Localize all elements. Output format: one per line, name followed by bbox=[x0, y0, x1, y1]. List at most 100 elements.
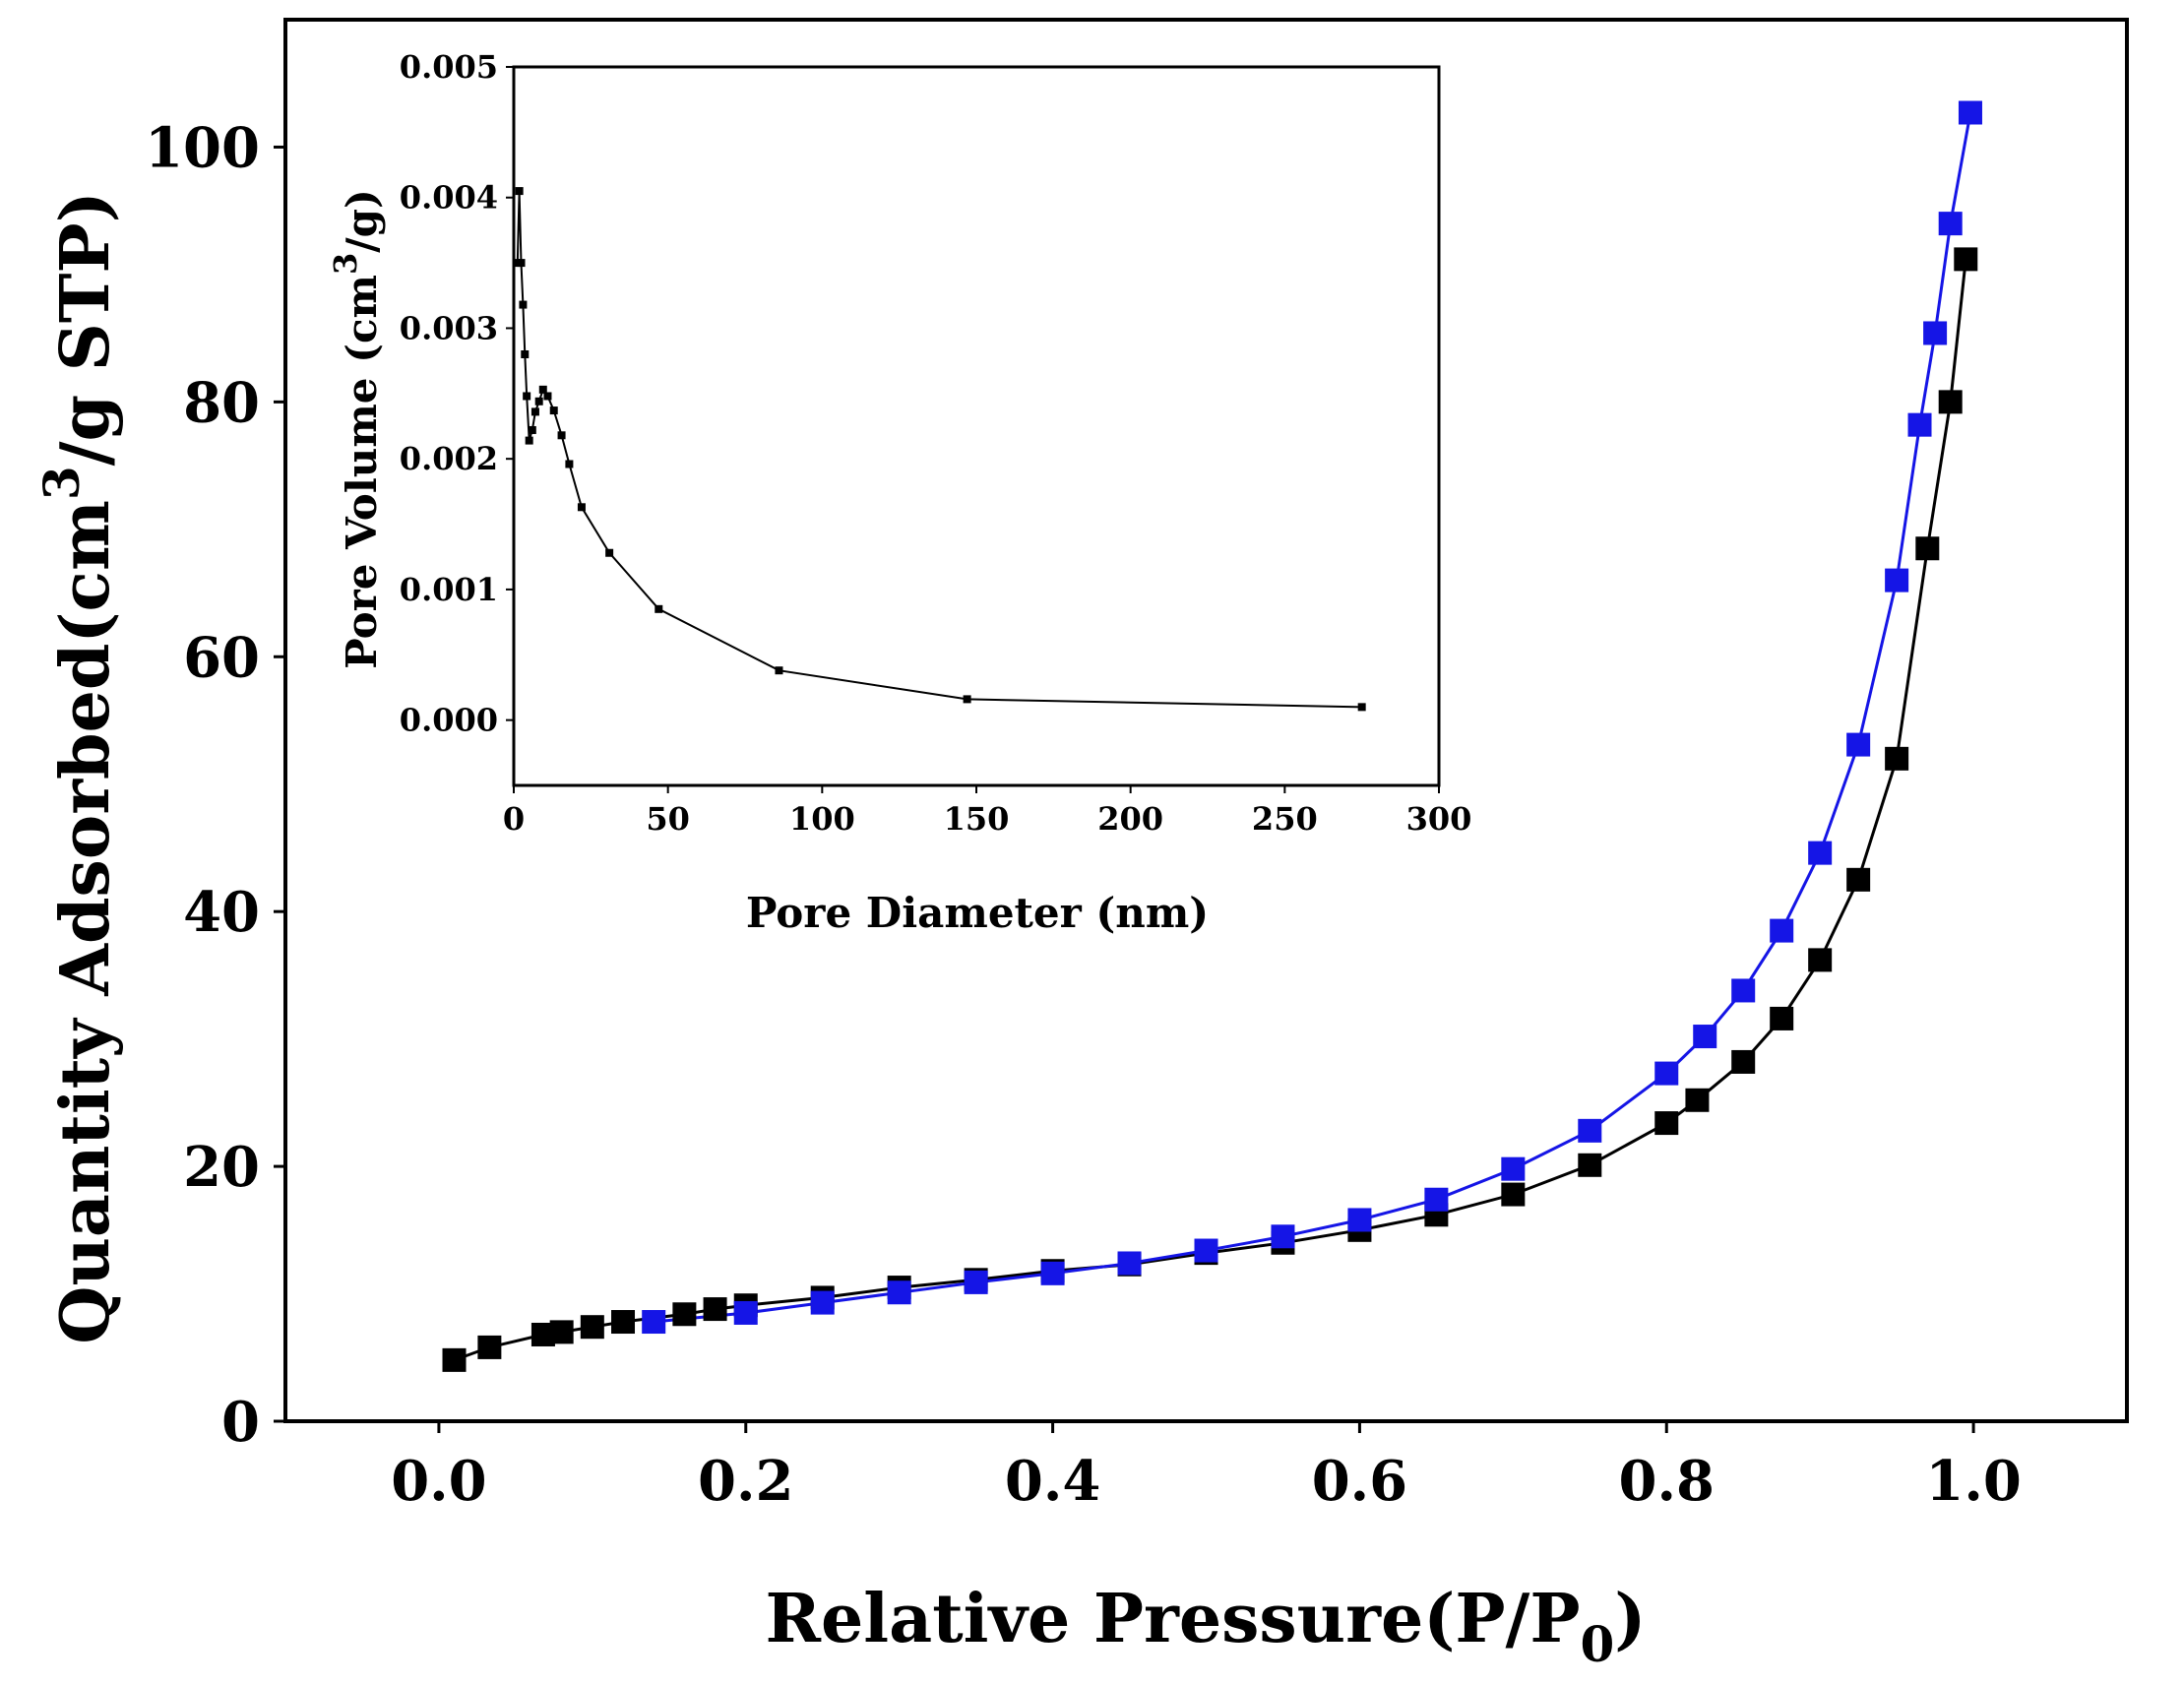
inset-x-tick-label: 250 bbox=[1252, 800, 1318, 838]
inset-series-1-point bbox=[549, 406, 558, 415]
main-series-1-point bbox=[580, 1315, 604, 1340]
main-series-2-point bbox=[1424, 1187, 1449, 1212]
main-series-2-point bbox=[733, 1300, 758, 1325]
main-chart: 0.0 0.2 0.4 0.6 0.8 1.0 0 20 40 60 80 100 Relative … bbox=[32, 18, 2129, 1673]
main-series-1-point bbox=[1770, 1006, 1794, 1030]
inset-series-1-point bbox=[515, 187, 524, 196]
main-series-2-point bbox=[1040, 1261, 1065, 1285]
inset-x-tick-label: 300 bbox=[1406, 800, 1472, 838]
main-series-2-point bbox=[1923, 321, 1948, 345]
main-series-2-point bbox=[1501, 1156, 1526, 1181]
main-x-tick-label: 0.2 bbox=[698, 1449, 793, 1514]
main-y-tick-label: 0 bbox=[221, 1390, 260, 1455]
main-series-2-point bbox=[1693, 1025, 1717, 1049]
main-series-2-point bbox=[1770, 918, 1794, 943]
main-series-2-point bbox=[1958, 100, 1982, 125]
main-series-1-point bbox=[1938, 390, 1963, 414]
inset-series-1-point bbox=[521, 350, 530, 358]
main-series-1-point bbox=[1808, 948, 1833, 972]
inset-series-1-point bbox=[1357, 703, 1366, 712]
inset-series-1-point bbox=[605, 548, 614, 557]
main-series-1-point bbox=[442, 1347, 467, 1372]
inset-x-axis-label: Pore Diameter (nm) bbox=[746, 889, 1209, 937]
main-series-2-point bbox=[887, 1280, 911, 1305]
main-series-1-point bbox=[1846, 867, 1871, 892]
main-series-2-point bbox=[964, 1270, 988, 1294]
main-y-tick-label: 60 bbox=[183, 625, 260, 690]
main-series-1-point bbox=[703, 1297, 727, 1322]
inset-x-tick-label: 150 bbox=[944, 800, 1010, 838]
main-x-tick-label: 0.8 bbox=[1619, 1449, 1715, 1514]
main-axis-ticks: 0.0 0.2 0.4 0.6 0.8 1.0 0 20 40 60 80 100 bbox=[145, 115, 2022, 1514]
main-series-2-point bbox=[1654, 1061, 1679, 1086]
main-series-1-point bbox=[1954, 247, 1978, 272]
main-series-2-point bbox=[1347, 1208, 1372, 1232]
main-x-tick-label: 0.4 bbox=[1005, 1449, 1100, 1514]
main-series-2-point bbox=[810, 1290, 835, 1315]
main-series-1-point bbox=[1885, 746, 1909, 771]
inset-chart: 0 50 100 150 200 250 300 0.000 0.001 0.002 0.003 0.… bbox=[327, 48, 1471, 937]
inset-series-1-point bbox=[530, 407, 539, 416]
inset-series-1-point bbox=[543, 392, 552, 401]
main-series-2-point bbox=[1194, 1238, 1218, 1263]
main-series-2-point bbox=[1117, 1251, 1142, 1276]
main-y-tick-label: 80 bbox=[183, 370, 260, 435]
inset-y-tick-label: 0.004 bbox=[400, 179, 498, 217]
main-x-tick-label: 0.0 bbox=[391, 1449, 486, 1514]
main-x-tick-label: 1.0 bbox=[1925, 1449, 2021, 1514]
inset-series-1-point bbox=[528, 425, 536, 434]
main-series-1-point bbox=[1501, 1182, 1526, 1207]
inset-series-1-point bbox=[517, 259, 526, 268]
main-series-points bbox=[442, 100, 1982, 1372]
main-series-2-point bbox=[1271, 1224, 1295, 1249]
main-series-2-point bbox=[1731, 978, 1756, 1003]
inset-series-points bbox=[513, 187, 1366, 712]
inset-plot-frame bbox=[512, 65, 1441, 787]
inset-series-1-point bbox=[525, 436, 533, 445]
main-series-1-point bbox=[477, 1335, 502, 1359]
inset-series-1-point bbox=[523, 392, 531, 401]
main-series-2-point bbox=[1938, 212, 1963, 236]
inset-y-tick-label: 0.003 bbox=[400, 309, 498, 346]
inset-x-tick-label: 100 bbox=[789, 800, 855, 838]
inset-series-1-point bbox=[557, 431, 566, 440]
main-series-2-point bbox=[1846, 732, 1871, 757]
main-series-2-point bbox=[1885, 568, 1909, 593]
inset-y-axis-label: Pore Volume (cm3/g) bbox=[327, 189, 386, 669]
main-series-1-point bbox=[1731, 1049, 1756, 1074]
main-series-1-point bbox=[1578, 1153, 1602, 1177]
main-series-1-point bbox=[672, 1302, 697, 1327]
inset-series-1-point bbox=[519, 300, 528, 309]
main-series-2-point bbox=[642, 1310, 666, 1335]
inset-series-1-point bbox=[534, 397, 543, 406]
main-y-axis-label: Quantity Adsorbed(cm3/g STP) bbox=[32, 191, 125, 1344]
main-series-2-point bbox=[1907, 412, 1932, 437]
inset-axis-ticks: 0 50 100 150 200 250 300 0.000 0.001 0.002 0.003 0.… bbox=[400, 48, 1472, 838]
inset-series-1-point bbox=[565, 460, 574, 468]
main-series-2-point bbox=[1808, 841, 1833, 865]
inset-series-1-point bbox=[538, 385, 547, 394]
main-plot-frame bbox=[283, 18, 2129, 1423]
main-series-1-point bbox=[1654, 1111, 1679, 1136]
inset-x-tick-label: 200 bbox=[1097, 800, 1163, 838]
inset-series-1-point bbox=[577, 503, 586, 512]
main-y-tick-label: 100 bbox=[145, 115, 260, 180]
main-y-tick-label: 20 bbox=[183, 1135, 260, 1200]
inset-x-tick-label: 0 bbox=[503, 800, 525, 838]
main-series-1-point bbox=[1685, 1088, 1710, 1112]
inset-y-tick-label: 0.000 bbox=[400, 702, 498, 739]
main-x-axis-label: Relative Pressure(P/P0) bbox=[766, 1580, 1647, 1673]
main-series-1-point bbox=[1915, 536, 1940, 561]
inset-y-tick-label: 0.001 bbox=[400, 571, 498, 608]
main-series-line-2 bbox=[654, 112, 1972, 1324]
inset-series-1-point bbox=[655, 604, 663, 613]
inset-x-tick-label: 50 bbox=[646, 800, 690, 838]
main-series-1-point bbox=[611, 1310, 636, 1335]
inset-y-tick-label: 0.005 bbox=[400, 48, 498, 86]
inset-series-1-point bbox=[963, 695, 971, 704]
inset-series-1-point bbox=[775, 666, 783, 675]
main-series-2-point bbox=[1578, 1118, 1602, 1143]
inset-y-tick-label: 0.002 bbox=[400, 440, 498, 477]
main-series-1-point bbox=[549, 1320, 574, 1344]
